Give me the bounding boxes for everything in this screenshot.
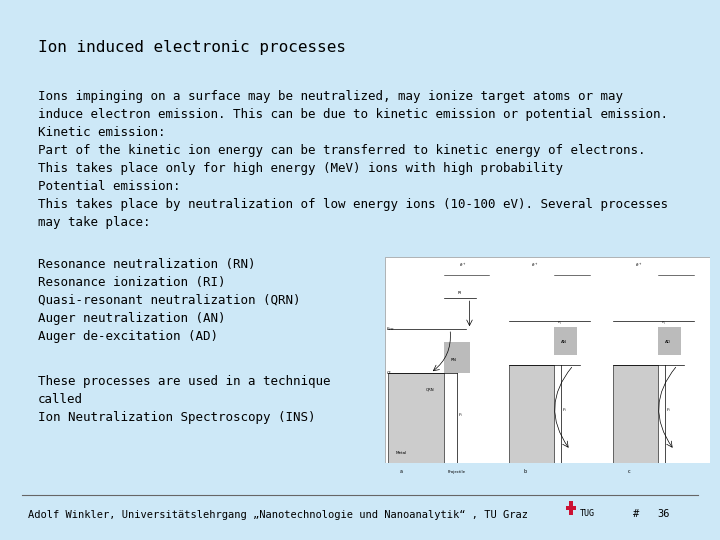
Text: QRN: QRN	[426, 388, 435, 392]
Text: $E_{vac}$: $E_{vac}$	[386, 325, 395, 333]
Bar	[388, 373, 444, 463]
Text: 36: 36	[657, 509, 670, 519]
Bar	[566, 506, 576, 510]
Bar	[444, 342, 469, 373]
Text: #: #	[633, 509, 639, 519]
Text: $\delta^+$: $\delta^+$	[459, 262, 467, 269]
Text: c: c	[627, 469, 630, 474]
Text: a: a	[400, 469, 402, 474]
Text: $F_i$: $F_i$	[562, 407, 567, 414]
Text: $F_i$: $F_i$	[458, 411, 463, 419]
Text: AN: AN	[561, 340, 567, 344]
Text: Metal: Metal	[395, 451, 407, 455]
Text: $F_i$: $F_i$	[666, 407, 671, 414]
Text: Projectile: Projectile	[448, 470, 466, 474]
Bar	[569, 501, 573, 515]
Text: Ion induced electronic processes: Ion induced electronic processes	[38, 40, 346, 55]
Bar	[658, 327, 680, 355]
Text: RI: RI	[458, 292, 462, 295]
Bar	[508, 365, 554, 463]
Text: AD: AD	[665, 340, 671, 344]
Text: $C_F$: $C_F$	[386, 369, 392, 377]
Text: These processes are used in a technique
called
Ion Neutralization Spectroscopy (: These processes are used in a technique …	[38, 375, 330, 424]
Text: Ions impinging on a surface may be neutralized, may ionize target atoms or may
i: Ions impinging on a surface may be neutr…	[38, 90, 668, 229]
Text: b: b	[523, 469, 526, 474]
Text: TUG: TUG	[580, 510, 595, 518]
Text: $\varepsilon_i$: $\varepsilon_i$	[557, 320, 562, 327]
Text: Adolf Winkler, Universitätslehrgang „Nanotechnologie und Nanoanalytik“ , TU Graz: Adolf Winkler, Universitätslehrgang „Nan…	[28, 510, 528, 520]
Text: Resonance neutralization (RN)
Resonance ionization (RI)
Quasi-resonant neutraliz: Resonance neutralization (RN) Resonance …	[38, 258, 300, 343]
Bar	[613, 365, 658, 463]
Bar	[554, 327, 577, 355]
Text: $\delta^+$: $\delta^+$	[531, 262, 539, 269]
Text: RN: RN	[450, 358, 456, 362]
Text: $\delta^+$: $\delta^+$	[635, 262, 642, 269]
Text: $\varepsilon_i$: $\varepsilon_i$	[661, 320, 666, 327]
